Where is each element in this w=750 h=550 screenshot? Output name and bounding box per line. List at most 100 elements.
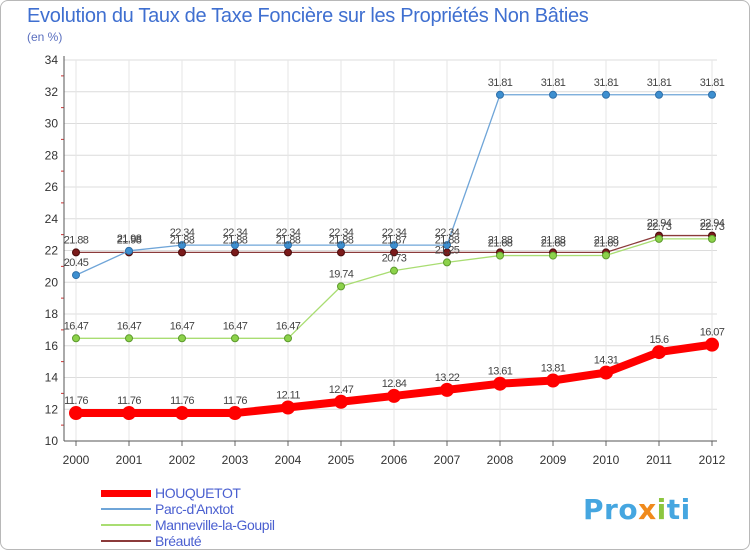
x-tick-label: 2003: [222, 453, 249, 467]
data-label: 31.81: [700, 77, 725, 89]
data-label: 21.68: [488, 238, 513, 250]
y-tick-label: 20: [45, 275, 59, 289]
data-point: [175, 406, 189, 421]
y-tick-label: 26: [45, 180, 59, 194]
data-label: 22.73: [700, 221, 725, 233]
x-tick-label: 2006: [381, 453, 408, 467]
data-point: [655, 90, 663, 99]
data-label: 16.47: [64, 320, 89, 332]
data-label: 14.31: [594, 355, 619, 367]
legend-swatch: [101, 490, 151, 497]
x-tick-label: 2010: [593, 453, 620, 467]
data-label: 12.84: [382, 378, 407, 390]
data-point: [708, 90, 716, 99]
x-tick-label: 2002: [169, 453, 196, 467]
data-point: [69, 406, 83, 421]
data-point: [443, 258, 451, 267]
data-point: [652, 345, 666, 360]
logo-part-i: i: [656, 493, 667, 526]
data-point: [178, 241, 186, 250]
data-point: [284, 334, 292, 343]
data-label: 19.74: [329, 268, 354, 280]
data-label: 21.69: [594, 237, 619, 249]
legend-swatch: [101, 540, 151, 542]
data-label: 13.22: [435, 372, 460, 384]
data-point: [125, 334, 133, 343]
data-label: 16.47: [170, 320, 195, 332]
data-point: [493, 376, 507, 391]
data-label: 21.88: [329, 234, 354, 246]
x-tick-label: 2007: [434, 453, 461, 467]
y-tick-label: 16: [45, 339, 59, 353]
data-point: [337, 241, 345, 250]
data-point: [602, 251, 610, 260]
data-point: [178, 248, 186, 257]
data-label: 22.34: [276, 227, 301, 239]
data-point: [708, 234, 716, 243]
y-tick-label: 14: [45, 371, 59, 385]
data-point: [496, 251, 504, 260]
x-tick-label: 2005: [328, 453, 355, 467]
y-tick-label: 18: [45, 307, 59, 321]
data-label: 21.87: [382, 234, 407, 246]
data-label: 11.76: [117, 395, 141, 407]
data-point: [228, 406, 242, 421]
chart-title: Evolution du Taux de Taxe Foncière sur l…: [27, 5, 589, 27]
x-tick-label: 2009: [540, 453, 567, 467]
data-label: 22.94: [700, 218, 725, 230]
data-label: 21.98: [117, 233, 142, 245]
data-point: [546, 373, 560, 388]
data-label: 21.25: [435, 244, 460, 256]
data-point: [705, 337, 719, 352]
data-point: [390, 241, 398, 250]
data-label: 31.81: [594, 77, 619, 89]
data-label: 16.47: [276, 320, 301, 332]
legend-label: HOUQUETOT: [155, 485, 241, 501]
x-tick-label: 2011: [646, 453, 672, 467]
y-tick-label: 30: [45, 117, 59, 131]
data-label: 22.34: [223, 227, 248, 239]
x-tick-label: 2012: [699, 453, 726, 467]
data-label: 13.61: [488, 366, 513, 378]
logo-part-ti: ti: [666, 493, 691, 526]
data-label: 22.34: [170, 227, 195, 239]
x-tick-label: 2008: [487, 453, 514, 467]
data-point: [284, 248, 292, 257]
data-point: [334, 394, 348, 409]
data-point: [231, 241, 239, 250]
data-label: 22.34: [435, 227, 460, 239]
proxiti-logo: Proxiti: [583, 493, 691, 526]
data-point: [496, 90, 504, 99]
data-point: [602, 90, 610, 99]
y-tick-label: 10: [45, 434, 59, 448]
data-point: [443, 241, 451, 250]
data-label: 21.88: [223, 234, 248, 246]
logo-part-pro: Pro: [583, 493, 639, 526]
y-tick-label: 12: [45, 402, 59, 416]
data-label: 11.76: [64, 395, 88, 407]
legend-label: Manneville-la-Goupil: [155, 517, 275, 533]
data-label: 22.94: [647, 218, 672, 230]
y-tick-label: 32: [45, 85, 59, 99]
data-point: [390, 266, 398, 275]
data-label: 31.81: [541, 77, 566, 89]
data-label: 21.88: [541, 234, 566, 246]
data-label: 16.07: [700, 327, 725, 339]
data-label: 21.88: [435, 234, 460, 246]
data-label: 16.47: [117, 320, 142, 332]
data-label: 12.11: [276, 390, 300, 402]
data-point: [549, 251, 557, 260]
data-point: [178, 334, 186, 343]
data-label: 11.76: [170, 395, 194, 407]
data-label: 21.88: [488, 234, 513, 246]
legend-swatch: [101, 508, 151, 510]
legend-swatch: [101, 524, 151, 526]
data-point: [337, 248, 345, 257]
data-label: 21.88: [170, 234, 195, 246]
data-label: 22.34: [329, 227, 354, 239]
data-label: 21.68: [541, 238, 566, 250]
y-tick-label: 22: [45, 244, 59, 258]
data-label: 12.47: [329, 384, 354, 396]
data-point: [337, 282, 345, 291]
